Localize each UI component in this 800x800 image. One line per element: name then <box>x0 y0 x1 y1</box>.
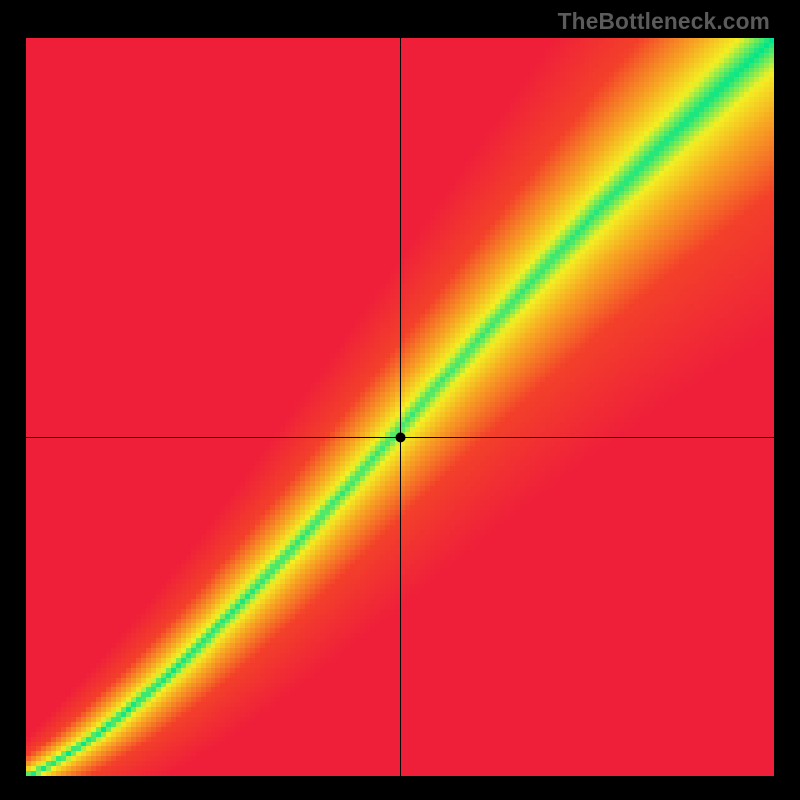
watermark-text: TheBottleneck.com <box>558 8 770 35</box>
chart-container: TheBottleneck.com <box>0 0 800 800</box>
bottleneck-heatmap <box>26 38 774 776</box>
